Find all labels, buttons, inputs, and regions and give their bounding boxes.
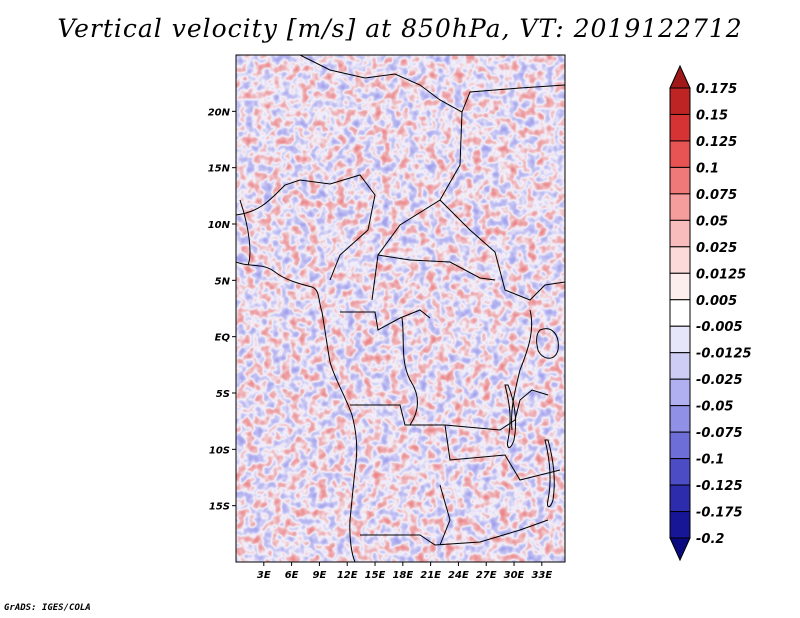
colorbar-label: 0.175 [696, 82, 737, 97]
colorbar-label: -0.025 [696, 373, 743, 388]
country-border [461, 84, 565, 113]
country-border [350, 404, 561, 481]
colorbar-swatch [669, 431, 691, 460]
country-border [377, 254, 496, 281]
colorbar-swatch [669, 378, 691, 407]
lon-tick-label: 12E [337, 570, 358, 581]
grads-credit: GrADS: IGES/COLA [4, 603, 91, 613]
colorbar-swatch [669, 405, 691, 433]
colorbar-swatch [669, 113, 691, 142]
map-frame [235, 54, 566, 563]
colorbar-swatch [669, 299, 691, 327]
country-border [299, 55, 463, 301]
plot-title: Vertical velocity [m/s] at 850hPa, VT: 2… [57, 14, 743, 43]
country-border [340, 309, 431, 331]
colorbar-label: 0.1 [696, 161, 719, 176]
lat-tick-label: 20N [208, 107, 231, 118]
colorbar-swatch [669, 352, 691, 380]
colorbar-label: -0.175 [696, 506, 743, 521]
lat-tick-label: EQ [215, 333, 231, 344]
longitude-axis: 3E 6E 9E 12E 15E 18E 21E 24E 27E 30E 33E [257, 562, 552, 581]
colorbar-label: -0.0125 [696, 347, 752, 362]
colorbar-label: 0.0125 [696, 267, 746, 282]
lon-tick-label: 6E [285, 570, 299, 581]
lon-tick-label: 21E [420, 570, 441, 581]
colorbar-label: -0.005 [696, 320, 743, 335]
latitude-axis: 20N 15N 10N 5N EQ 5S 10S 15S [208, 107, 236, 513]
vertical-velocity-field [236, 55, 565, 562]
lat-tick-label: 15S [209, 502, 230, 513]
colorbar-bottom-arrow [669, 537, 691, 562]
lat-tick-label: 15N [208, 164, 231, 175]
colorbar-label: -0.125 [696, 479, 743, 494]
map-panel: 20N 15N 10N 5N EQ 5S 10S 15S 3E 6E 9E 12E 15E 18E 21E… [208, 54, 566, 581]
colorbar-label: -0.075 [696, 426, 743, 441]
country-border [239, 199, 251, 266]
colorbar-swatch [669, 484, 691, 513]
colorbar-top-arrow [669, 64, 691, 89]
colorbar-label: 0.125 [696, 135, 737, 150]
lat-tick-label: 5S [216, 389, 230, 400]
colorbar-swatch [669, 140, 691, 168]
lon-tick-label: 3E [257, 570, 271, 581]
colorbar-swatch [669, 246, 691, 274]
country-border [236, 174, 376, 281]
lat-tick-label: 10N [208, 220, 231, 231]
colorbar-label: -0.1 [696, 453, 724, 468]
lon-tick-label: 9E [313, 570, 327, 581]
colorbar-swatch [669, 166, 691, 195]
lake-malawi [544, 439, 555, 508]
country-border [439, 199, 565, 301]
country-border [360, 519, 549, 546]
colorbar-label: 0.05 [696, 214, 728, 229]
country-boundaries [236, 55, 565, 562]
lat-tick-label: 10S [209, 445, 230, 456]
lon-tick-label: 24E [448, 570, 469, 581]
lake-tanganyika [504, 384, 517, 448]
lake-victoria [536, 328, 559, 359]
colorbar-swatch [669, 272, 691, 301]
lon-tick-label: 15E [365, 570, 386, 581]
lon-tick-label: 27E [476, 570, 497, 581]
colorbar: 0.175 0.15 0.125 0.1 0.075 0.05 0.025 0.0125 0.0… [669, 64, 752, 562]
lon-tick-label: 18E [392, 570, 413, 581]
country-border [511, 309, 533, 431]
colorbar-swatch [669, 193, 691, 221]
colorbar-swatch [669, 511, 691, 539]
colorbar-label: 0.005 [696, 294, 737, 309]
lat-tick-label: 5N [215, 276, 231, 287]
country-border [401, 317, 418, 426]
colorbar-swatch [669, 325, 691, 354]
lon-tick-label: 33E [531, 570, 552, 581]
colorbar-label: -0.05 [696, 400, 733, 415]
colorbar-label: 0.075 [696, 188, 737, 203]
colorbar-label: 0.15 [696, 108, 728, 123]
colorbar-label: 0.025 [696, 241, 737, 256]
colorbar-label: -0.2 [696, 532, 724, 547]
colorbar-swatch [669, 458, 691, 486]
country-border [439, 484, 451, 546]
colorbar-swatch [669, 87, 691, 115]
colorbar-swatch [669, 219, 691, 248]
lon-tick-label: 30E [504, 570, 525, 581]
west-africa-coastline [236, 261, 358, 562]
country-border [444, 389, 549, 431]
